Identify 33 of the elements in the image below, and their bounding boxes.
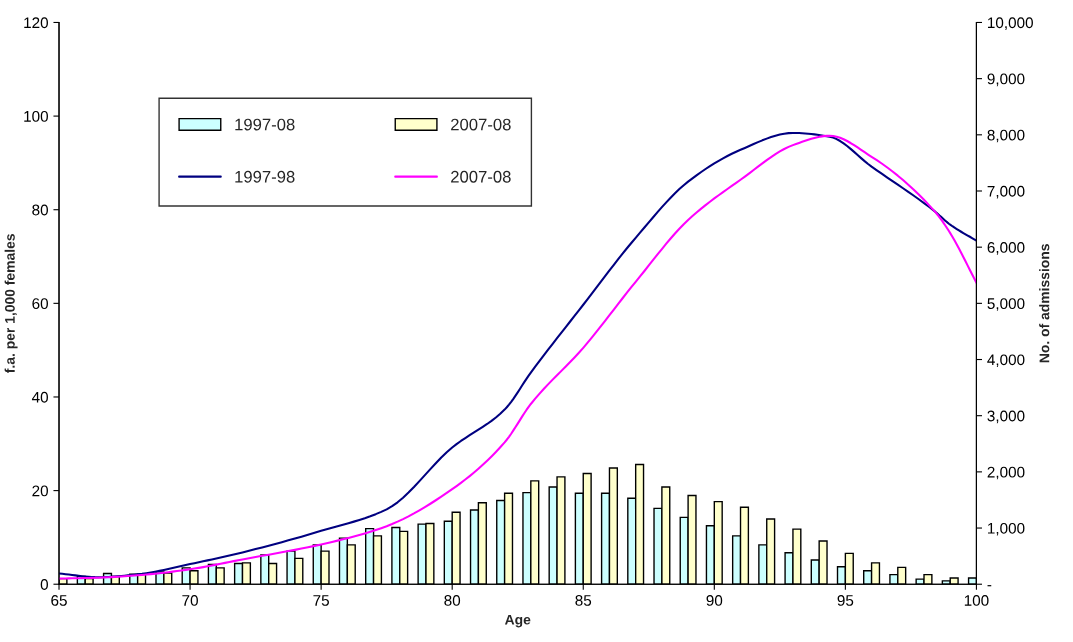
y-tick-label: 80 <box>32 204 48 216</box>
legend-label: 2007-08 <box>451 118 511 131</box>
y-tick-label: 40 <box>31 391 48 403</box>
y2-tick-label: 10,000 <box>988 17 1033 30</box>
y-tick-label: 100 <box>24 110 48 122</box>
y2-tick-label: 8,000 <box>987 129 1025 143</box>
x-tick-label: 75 <box>313 595 329 606</box>
x-tick-label: 85 <box>575 595 592 606</box>
x-tick-label: 70 <box>182 595 198 606</box>
y2-tick-label: 3,000 <box>987 410 1025 424</box>
y2-tick-label: 1,000 <box>988 522 1025 536</box>
y-tick-label: 120 <box>24 17 48 29</box>
legend-label: 1997-98 <box>235 170 295 183</box>
y-axis-title: f.a. per 1,000 females <box>4 234 18 373</box>
legend-label: 2007-08 <box>451 170 511 183</box>
y2-tick-label: 5,000 <box>987 298 1025 311</box>
x-tick-label: 65 <box>51 595 67 606</box>
y2-tick-label: 4,000 <box>987 354 1025 368</box>
y2-tick-label: 6,000 <box>987 242 1025 255</box>
legend-label: 1997-08 <box>235 118 295 131</box>
y2-axis-title: No. of admissions <box>1039 244 1050 363</box>
x-tick-label: 90 <box>706 595 723 606</box>
y-tick-label: 0 <box>40 579 48 590</box>
y2-tick-label: 7,000 <box>987 185 1025 199</box>
y2-tick-label: 2,000 <box>987 466 1025 480</box>
x-tick-label: 100 <box>964 595 989 606</box>
x-axis-title: Age <box>504 614 531 628</box>
y-tick-label: 20 <box>32 485 48 497</box>
y-tick-label: 60 <box>32 298 48 310</box>
y2-tick-label: - <box>987 585 992 587</box>
y2-tick-label: 9,000 <box>987 73 1025 87</box>
x-tick-label: 80 <box>444 595 461 606</box>
x-tick-label: 95 <box>837 595 854 606</box>
